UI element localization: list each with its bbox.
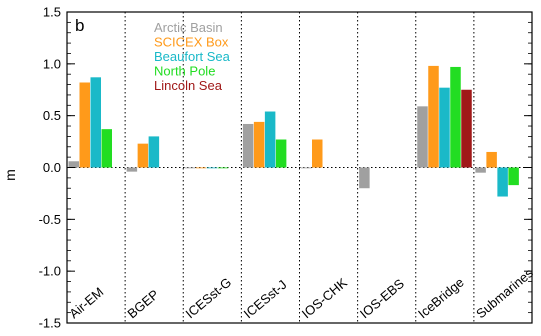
bar-arctic-basin: [126, 167, 138, 172]
bar-arctic-basin: [68, 161, 79, 168]
ticks-layer: -1.5 -1.0 -0.5 0.0 0.5 1.0 1.5: [39, 5, 532, 331]
bar-arctic-basin: [417, 106, 428, 168]
bars-layer: [68, 65, 519, 197]
y-tick-label: 1.0: [43, 56, 61, 71]
bar-scicex-box: [486, 151, 497, 168]
bar-arctic-basin: [359, 167, 370, 189]
panel-label: b: [75, 16, 84, 35]
category-label: IOS-CHK: [299, 275, 350, 322]
legend-entry: North Pole: [154, 64, 215, 79]
legend-entry: Beaufort Sea: [154, 49, 231, 64]
category-labels: Air-EM BGEP ICESst-G ICESst-J IOS-CHK IOS-EBS…: [66, 265, 536, 321]
bar-beaufort-sea: [90, 77, 101, 168]
bar-arctic-basin: [301, 167, 312, 169]
category-label: Air-EM: [66, 284, 106, 321]
bar-beaufort-sea: [439, 87, 450, 168]
bar-beaufort-sea: [264, 111, 276, 168]
y-tick-label: 0.0: [43, 160, 61, 175]
bar-scicex-box: [428, 65, 439, 168]
category-label: IOS-EBS: [357, 276, 407, 322]
bar-scicex-box: [137, 143, 149, 168]
bar-beaufort-sea: [148, 136, 160, 168]
category-label: BGEP: [124, 287, 161, 322]
y-tick-label: 0.5: [43, 108, 61, 123]
y-tick-label: 1.5: [43, 5, 61, 20]
bar-beaufort-sea: [206, 167, 218, 169]
category-label: IceBridge: [415, 275, 467, 322]
category-label: Submarines: [473, 265, 536, 321]
bar-beaufort-sea: [497, 167, 508, 197]
y-tick-label: -1.5: [39, 316, 61, 331]
bar-arctic-basin: [242, 123, 254, 168]
bar-scicex-box: [195, 167, 207, 169]
y-tick-label: -0.5: [39, 212, 61, 227]
legend-entry: Arctic Basin: [154, 20, 223, 35]
legend-entry: SCICEX Box: [154, 35, 229, 50]
bar-north-pole: [275, 139, 287, 168]
bar-north-pole: [508, 167, 519, 186]
y-tick-label: -1.0: [39, 264, 61, 279]
bar-scicex-box: [312, 139, 323, 168]
y-axis-label: m: [2, 169, 18, 181]
category-label: ICESst-G: [183, 275, 235, 322]
bar-scicex-box: [79, 82, 90, 168]
bar-scicex-box: [253, 121, 265, 168]
bar-north-pole: [217, 167, 229, 169]
bar-arctic-basin: [184, 167, 196, 169]
bar-north-pole: [450, 66, 461, 168]
category-label: ICESst-J: [241, 277, 290, 321]
legend-entry: Lincoln Sea: [154, 78, 223, 93]
bar-arctic-basin: [475, 167, 486, 173]
bar-north-pole: [101, 129, 112, 168]
bar-lincoln-sea: [461, 89, 472, 168]
